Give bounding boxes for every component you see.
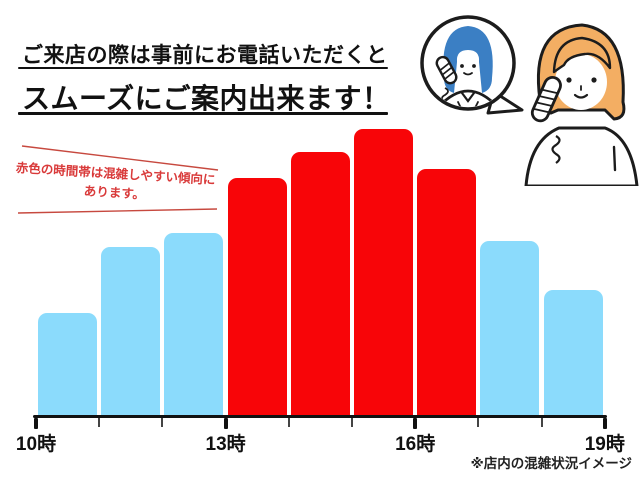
- staff-figure: [434, 26, 502, 107]
- staff-hair: [443, 26, 493, 93]
- x-axis-line: [33, 415, 607, 418]
- annotation-rule-top: [21, 145, 219, 171]
- x-axis-ticks: [34, 418, 608, 431]
- bar-15時-16時: [354, 129, 413, 417]
- heading-underline-2: [18, 112, 388, 115]
- bar-12時-13時: [164, 233, 224, 417]
- x-axis-minor-tick: [351, 418, 353, 427]
- x-axis-label-19時: 19時: [584, 434, 625, 455]
- bar-17時-18時: [480, 241, 540, 417]
- bar-14時-15時: [290, 152, 350, 417]
- x-axis-major-tick: [413, 418, 418, 429]
- x-axis-major-tick: [223, 418, 228, 429]
- heading-underline-1: [18, 67, 388, 69]
- x-axis-minor-tick: [161, 418, 164, 427]
- customer-figure: [524, 23, 639, 186]
- x-axis-minor-tick: [98, 418, 101, 427]
- x-axis-major-tick: [602, 418, 607, 429]
- phone-call-illustration: [420, 15, 639, 186]
- bar-18時-19時: [543, 290, 603, 417]
- heading-line-2: スムーズにご案内出来ます！: [22, 83, 391, 114]
- footnote: ※店内の混雑状況イメージ: [470, 456, 632, 471]
- annotation-rules: [17, 145, 219, 214]
- x-axis-label-13時: 13時: [205, 434, 246, 455]
- bar-16時-17時: [417, 169, 477, 417]
- busy-hours-bar-chart: [36, 129, 605, 417]
- x-axis-major-tick: [34, 418, 38, 429]
- annotation-rule-bottom: [17, 208, 218, 214]
- customer-hair-fringe: [552, 36, 612, 74]
- x-axis-minor-tick: [477, 418, 480, 427]
- bar-11時-12時: [101, 247, 161, 417]
- x-axis-minor-tick: [287, 418, 290, 427]
- bar-13時-14時: [227, 178, 287, 417]
- x-axis-label-16時: 16時: [395, 434, 436, 455]
- bar-10時-11時: [38, 313, 97, 417]
- heading-line-1: ご来店の際は事前にお電話いただくと: [22, 44, 388, 67]
- x-axis-minor-tick: [540, 418, 543, 427]
- x-axis-label-10時: 10時: [15, 434, 57, 455]
